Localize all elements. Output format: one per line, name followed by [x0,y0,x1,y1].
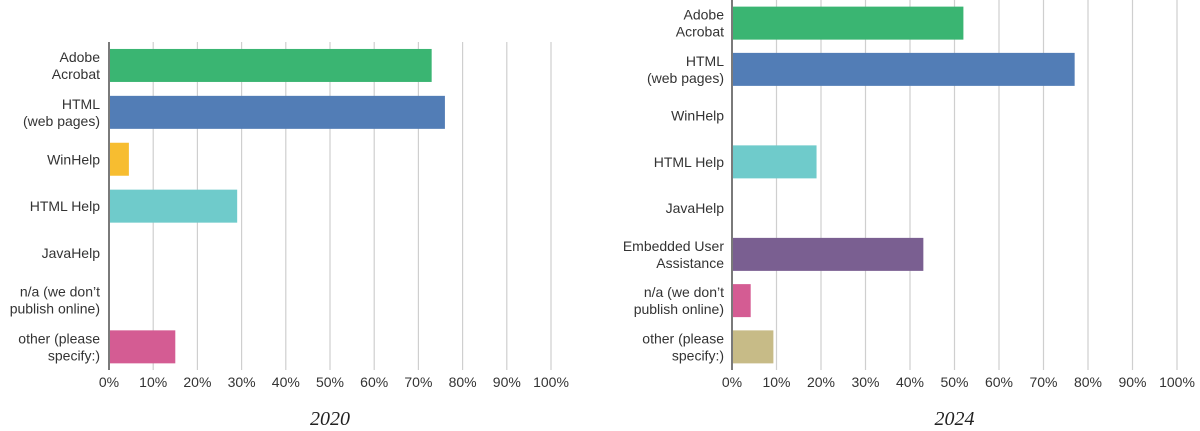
category-label: HTML Help [654,154,724,170]
category-label-line: WinHelp [671,108,724,124]
category-label-line: HTML Help [30,198,100,214]
category-label: other (please specify:) [642,330,724,363]
x-tick-label: 80% [449,374,477,390]
category-label: Embedded User Assistance [623,238,725,271]
category-label: WinHelp [47,151,100,167]
category-label-line: specify:) [672,347,724,363]
category-label-line: publish online) [634,301,724,317]
category-label: HTML Help [30,198,100,214]
category-label: HTML (web pages) [647,53,724,86]
category-label-line: JavaHelp [666,200,725,216]
x-tick-label: 40% [896,374,924,390]
bar [732,330,774,364]
category-label-line: specify:) [48,347,100,363]
category-label-line: Assistance [656,255,724,271]
x-tick-label: 10% [762,374,790,390]
category-label-line: HTML [686,53,724,69]
category-label-line: Adobe [684,7,725,23]
x-tick-label: 10% [139,374,167,390]
x-tick-label: 30% [228,374,256,390]
category-label: n/a (we don’t publish online) [10,283,100,316]
category-label: n/a (we don’t publish online) [634,284,724,317]
bar [109,189,238,223]
category-label-line: JavaHelp [42,245,101,261]
x-tick-label: 100% [533,374,569,390]
bar [109,95,445,129]
category-label-line: HTML Help [654,154,724,170]
category-label: WinHelp [671,108,724,124]
category-label-line: Adobe [60,49,101,65]
x-tick-label: 40% [272,374,300,390]
bar [109,48,432,82]
category-label-line: publish online) [10,300,100,316]
chart-2020: 0% 10% 20% 30% 40% 50% 60% 70% 80% 90% 100% Adobe Ac… [10,42,569,430]
x-tick-label: 0% [722,374,742,390]
x-tick-label: 20% [807,374,835,390]
category-label-line: other (please [642,330,724,346]
x-tick-label: 60% [360,374,388,390]
bar [732,284,751,318]
bar [109,142,129,176]
x-tick-label: 30% [851,374,879,390]
x-tick-label: 90% [1118,374,1146,390]
category-label-line: HTML [62,96,100,112]
x-tick-label: 0% [99,374,119,390]
x-tick-label: 60% [985,374,1013,390]
chart-2024: 0% 10% 20% 30% 40% 50% 60% 70% 80% 90% 100% Adobe Ac… [623,0,1195,430]
x-tick-label: 20% [183,374,211,390]
x-tick-label: 90% [493,374,521,390]
x-tick-label: 50% [316,374,344,390]
bar [732,52,1075,86]
category-label-line: (web pages) [647,70,724,86]
bar [732,237,924,271]
chart-caption: 2020 [310,408,350,430]
category-label-line: n/a (we don’t [644,284,724,300]
x-tick-label: 70% [404,374,432,390]
category-label-line: Acrobat [52,66,100,82]
x-tick-label: 80% [1074,374,1102,390]
category-label: JavaHelp [666,200,725,216]
category-label-line: other (please [18,330,100,346]
bar [732,6,964,40]
x-tick-label: 70% [1029,374,1057,390]
category-label-line: Embedded User [623,238,725,254]
category-label: JavaHelp [42,245,101,261]
category-label: Adobe Acrobat [676,7,724,40]
category-label: HTML (web pages) [23,96,100,129]
x-tick-label: 50% [940,374,968,390]
category-label-line: Acrobat [676,24,724,40]
category-label: other (please specify:) [18,330,100,363]
bar [732,145,817,179]
x-tick-label: 100% [1159,374,1195,390]
category-label-line: (web pages) [23,113,100,129]
category-label-line: WinHelp [47,151,100,167]
chart-caption: 2024 [935,408,975,430]
category-label-line: n/a (we don’t [20,283,100,299]
category-label: Adobe Acrobat [52,49,100,82]
bar [109,330,176,364]
